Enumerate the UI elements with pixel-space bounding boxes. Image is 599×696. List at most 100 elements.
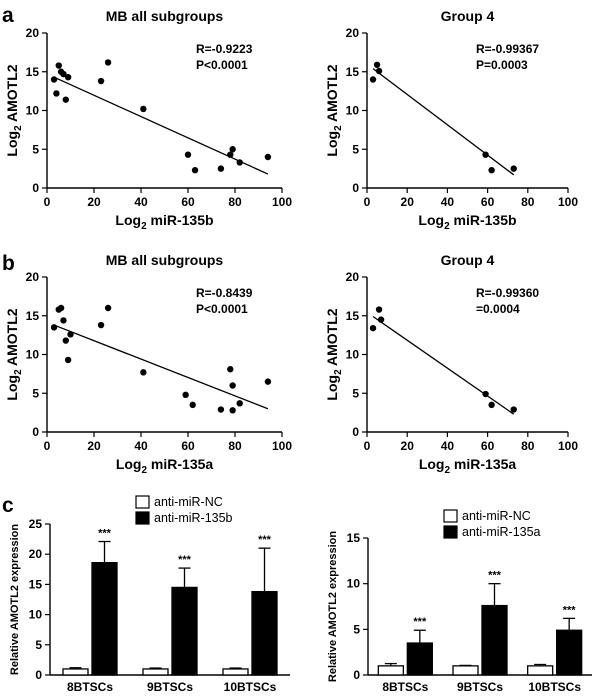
y-tick-label: 5 — [352, 142, 359, 156]
data-point — [369, 76, 377, 83]
data-point — [229, 407, 236, 414]
data-point — [373, 61, 381, 68]
data-point — [60, 70, 67, 78]
y-tick-label: 20 — [26, 270, 40, 284]
data-point — [488, 401, 495, 409]
y-tick-label: 15 — [26, 65, 40, 79]
y-tick-label: 10 — [29, 608, 43, 622]
x-tick-label: 80 — [228, 195, 242, 209]
y-tick-label: 20 — [346, 26, 360, 40]
y-tick-label: 15 — [346, 309, 360, 323]
category-label: 8BTSCs — [67, 680, 113, 694]
data-point — [64, 356, 72, 364]
bar — [62, 668, 89, 676]
y-tick-label: 20 — [346, 270, 360, 284]
data-point — [64, 73, 72, 81]
regression-line — [53, 324, 269, 410]
data-point — [140, 369, 147, 376]
chart-title: Group 4 — [441, 8, 495, 24]
bar — [142, 668, 169, 676]
y-tick-label: 10 — [26, 104, 40, 118]
y-tick-label: 5 — [353, 622, 360, 636]
data-point — [510, 165, 517, 172]
data-point — [375, 67, 383, 75]
y-axis-label: Relative AMOTL2 expression — [9, 524, 21, 675]
data-point — [182, 391, 189, 398]
legend-swatch — [443, 525, 458, 539]
data-point — [104, 304, 112, 312]
legend-label: anti-miR-NC — [462, 509, 531, 523]
data-point — [57, 304, 65, 312]
bar — [251, 590, 278, 676]
y-axis-label: Log2 AMOTL2 — [324, 308, 344, 400]
y-tick-label: 5 — [352, 386, 359, 400]
stat-annotation: =0.0004 — [476, 302, 520, 316]
y-tick-label: 20 — [26, 26, 40, 40]
y-tick-label: 15 — [29, 577, 43, 591]
y-tick-label: 0 — [32, 181, 39, 195]
data-point — [227, 151, 234, 158]
data-point — [375, 306, 383, 313]
data-point — [229, 146, 236, 153]
y-tick-label: 20 — [29, 547, 43, 561]
data-point — [62, 96, 69, 103]
y-tick-label: 5 — [32, 386, 39, 400]
regression-line — [372, 68, 515, 176]
significance-marker: *** — [258, 534, 272, 546]
data-point — [264, 153, 272, 161]
data-point — [184, 151, 192, 158]
y-tick-label: 5 — [32, 142, 39, 156]
x-tick-label: 100 — [558, 195, 578, 209]
legend-swatch — [135, 495, 150, 509]
data-point — [60, 317, 67, 324]
significance-marker: *** — [488, 570, 502, 582]
category-label: 9BTSCs — [457, 680, 503, 694]
significance-marker: *** — [98, 528, 112, 540]
bar — [171, 586, 198, 676]
regression-line — [372, 315, 515, 415]
data-point — [227, 366, 234, 373]
y-tick-label: 0 — [352, 181, 359, 195]
y-tick-label: 5 — [35, 638, 42, 652]
data-point — [229, 382, 236, 389]
bar — [222, 668, 249, 676]
bar — [91, 562, 118, 676]
stat-annotation: R=-0.8439 — [196, 286, 253, 300]
panel-letter-b: b — [2, 252, 15, 275]
x-tick-label: 40 — [134, 439, 148, 453]
legend-swatch — [443, 509, 458, 523]
y-tick-label: 15 — [347, 531, 361, 545]
data-point — [62, 337, 69, 344]
stat-annotation: P=0.0003 — [476, 58, 528, 72]
x-tick-label: 40 — [441, 195, 455, 209]
stat-annotation: R=-0.9223 — [196, 42, 253, 56]
y-tick-label: 25 — [29, 517, 43, 531]
chart-title: MB all subgroups — [106, 8, 224, 24]
data-point — [236, 159, 243, 166]
stat-annotation: P<0.0001 — [196, 302, 248, 316]
data-point — [217, 406, 225, 413]
data-point — [140, 105, 147, 113]
y-tick-label: 0 — [35, 668, 42, 682]
x-tick-label: 60 — [481, 439, 495, 453]
panel-letter-c: c — [2, 494, 14, 517]
x-tick-label: 100 — [272, 439, 292, 453]
significance-marker: *** — [563, 604, 577, 616]
y-tick-label: 15 — [26, 309, 40, 323]
x-tick-label: 20 — [87, 439, 101, 453]
data-point — [510, 406, 517, 413]
category-label: 8BTSCs — [382, 680, 428, 694]
x-tick-label: 0 — [364, 439, 371, 453]
chart-title: Group 4 — [441, 252, 495, 268]
bar — [481, 604, 508, 676]
stat-annotation: P<0.0001 — [196, 58, 248, 72]
chart-title: MB all subgroups — [106, 252, 224, 268]
y-axis-label: Relative AMOTL2 expression — [327, 531, 339, 682]
legend-label: anti-miR-135b — [154, 511, 233, 525]
x-tick-label: 40 — [134, 195, 148, 209]
x-tick-label: 0 — [44, 439, 51, 453]
x-tick-label: 80 — [228, 439, 242, 453]
y-axis-label: Log2 AMOTL2 — [324, 64, 344, 156]
bar — [527, 665, 554, 676]
